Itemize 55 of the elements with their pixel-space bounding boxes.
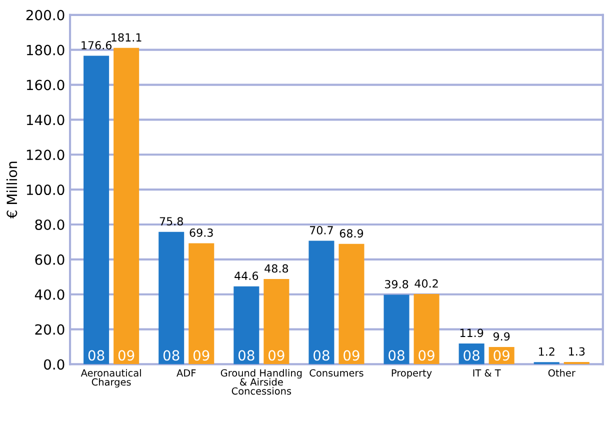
text: 08 [388, 350, 404, 361]
bar [234, 286, 260, 364]
bar [414, 294, 440, 364]
series-label: 09 [494, 350, 510, 361]
text: 08 [464, 350, 480, 361]
y-tick-label: 200.0 [26, 10, 64, 20]
data-label: 9.9 [493, 332, 510, 341]
x-tick-label: Property [392, 369, 432, 378]
y-axis-title: € Million [6, 162, 18, 219]
data-label: 1.3 [569, 347, 585, 356]
x-tick-label: Consumers [310, 369, 364, 377]
text: 09 [193, 350, 210, 361]
bar [114, 48, 140, 364]
data-label: 69.3 [190, 228, 213, 237]
data-label: 181.1 [112, 33, 142, 42]
y-tick-label: 100.0 [26, 184, 64, 196]
y-tick-label: 60.0 [35, 254, 64, 265]
text: 09 [418, 350, 434, 361]
text: 08 [238, 350, 254, 361]
x-tick-label: Other [548, 369, 576, 377]
series-label: 08 [88, 350, 104, 361]
data-label: 11.9 [460, 328, 484, 338]
y-tick-label: 40.0 [34, 289, 64, 300]
x-tick-label: ADF [176, 369, 196, 376]
data-label: 39.8 [384, 280, 408, 288]
data-label: 75.8 [160, 217, 183, 226]
y-tick-label: 120.0 [26, 150, 64, 160]
bar [384, 294, 410, 364]
bar [264, 278, 290, 364]
text: 08 [163, 350, 180, 361]
bar [158, 232, 184, 364]
y-tick-label: 0.0 [44, 359, 64, 370]
data-label: 70.7 [310, 226, 333, 234]
bar [338, 244, 364, 364]
data-label: 48.8 [264, 264, 288, 273]
data-label: 40.2 [414, 279, 438, 288]
text: 09 [118, 350, 134, 361]
data-label: 68.9 [340, 229, 364, 238]
data-label: 44.6 [234, 272, 258, 280]
x-tick-label: IT & T [473, 369, 501, 377]
bar [308, 240, 334, 364]
y-tick-label: 180.0 [26, 44, 64, 56]
y-tick-label: 80.0 [35, 219, 64, 230]
bar [84, 56, 110, 364]
y-tick-label: 20.0 [35, 324, 64, 335]
data-label: 1.2 [539, 347, 554, 356]
text: 08 [314, 350, 330, 361]
text: 09 [268, 350, 284, 361]
y-tick-label: 160.0 [26, 80, 64, 90]
bar [188, 243, 214, 364]
text: 09 [344, 350, 360, 361]
x-tick-label: Aeronautical Charges [80, 369, 141, 388]
x-tick-label: Ground Handling & Airside Concessions [220, 369, 302, 395]
y-tick-label: 140.0 [26, 114, 64, 126]
data-label: 176.6 [82, 41, 112, 50]
